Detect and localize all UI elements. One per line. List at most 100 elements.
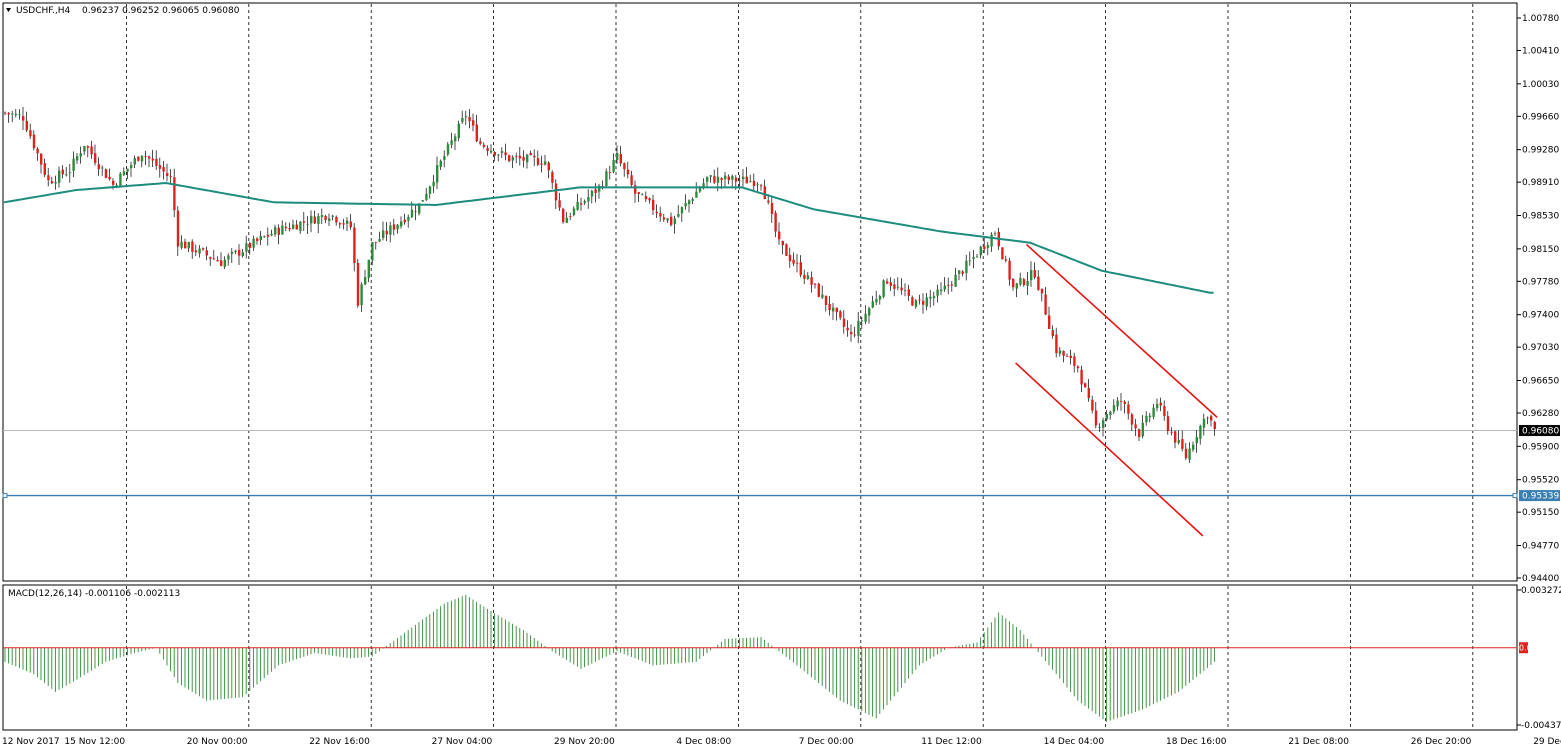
candle-body [1112, 405, 1116, 412]
candle-body [990, 234, 993, 247]
candle-body [641, 194, 644, 196]
candle-body [526, 154, 529, 163]
price-tick-label: 1.00780 [1522, 14, 1559, 24]
candle-body [562, 208, 565, 223]
candle-body [1192, 444, 1195, 450]
candle-body [1202, 418, 1206, 428]
candle-body [1141, 422, 1144, 437]
candle-body [652, 199, 655, 211]
candle-body [929, 296, 932, 299]
candle-body [590, 190, 594, 197]
candle-body [76, 156, 79, 161]
candle-body [749, 181, 752, 182]
price-tick-label: 0.95520 [1522, 476, 1559, 486]
time-tick-label: 4 Dec 08:00 [676, 737, 731, 747]
hline-handle-right[interactable] [1512, 493, 1518, 499]
candle-body [983, 246, 986, 250]
candle-body [925, 297, 928, 307]
hline-handle-left[interactable] [2, 493, 8, 499]
candle-body [904, 290, 907, 292]
candle-body [1109, 411, 1112, 415]
candle-body [1134, 424, 1137, 429]
candle-body [335, 216, 338, 223]
candle-body [1102, 420, 1105, 428]
candle-body [954, 274, 957, 287]
candle-body [731, 175, 734, 180]
candle-body [439, 160, 442, 167]
candle-body [1213, 421, 1216, 430]
candle-body [140, 155, 144, 162]
candle-body [425, 193, 428, 200]
candle-body [583, 201, 586, 204]
candle-body [227, 255, 230, 260]
candle-body [241, 252, 244, 257]
candle-body [61, 169, 64, 175]
candle-body [1098, 426, 1101, 428]
candle-body [860, 320, 864, 322]
time-tick-label: 26 Dec 20:00 [1411, 737, 1472, 747]
candle-body [497, 154, 500, 156]
price-tick-label: 0.99660 [1522, 112, 1559, 122]
candle-body [878, 296, 882, 300]
macd-pane-frame [2, 584, 1518, 731]
candle-body [533, 155, 536, 158]
time-axis: 12 Nov 2017 15 Nov 12:00 20 Nov 00:00 22 No… [2, 737, 1561, 747]
candle-body [889, 282, 892, 286]
candle-body [328, 218, 331, 221]
time-tick-label: 11 Dec 12:00 [921, 737, 982, 747]
candle-body [104, 169, 108, 178]
candle-body [893, 284, 896, 289]
candle-body [608, 172, 612, 173]
candle-body [382, 230, 385, 239]
candle-body [605, 171, 608, 187]
candle-body [187, 242, 190, 249]
trend-channel[interactable] [1015, 243, 1218, 537]
price-tick-label: 0.99280 [1522, 146, 1559, 156]
candle-body [238, 249, 241, 256]
candle-body [612, 159, 615, 172]
candle-body [1163, 406, 1166, 416]
candle-body [256, 238, 259, 241]
candle-body [486, 148, 489, 151]
candle-body [54, 182, 57, 184]
candle-body [418, 203, 421, 214]
candle-body [1084, 383, 1087, 388]
candle-body [468, 116, 471, 122]
candle-body [882, 280, 885, 297]
candlestick-series [4, 107, 1216, 463]
candle-body [781, 240, 784, 246]
candle-body [295, 224, 298, 230]
candle-body [702, 183, 705, 188]
candle-body [788, 254, 792, 262]
candle-body [662, 217, 666, 220]
candle-body [976, 256, 979, 258]
candle-body [454, 136, 457, 142]
candle-body [828, 303, 831, 311]
candle-body [943, 285, 946, 290]
candle-body [594, 189, 597, 194]
dropdown-arrow-icon[interactable] [6, 8, 11, 12]
channel-line[interactable] [1015, 362, 1204, 537]
channel-line[interactable] [1025, 243, 1218, 418]
candle-body [774, 212, 777, 232]
candle-body [1022, 279, 1026, 286]
candle-body [36, 148, 39, 154]
candle-body [1094, 410, 1098, 426]
candle-body [43, 163, 46, 175]
candle-body [911, 297, 914, 306]
candle-body [115, 185, 118, 187]
candle-body [1195, 437, 1198, 444]
time-tick-label: 27 Nov 04:00 [432, 737, 493, 747]
candle-body [817, 283, 820, 297]
candle-body [706, 177, 709, 182]
price-tick-label: 1.00410 [1522, 46, 1559, 56]
candle-body [1055, 334, 1058, 354]
candle-body [821, 294, 824, 298]
candle-body [648, 198, 651, 201]
candle-body [14, 113, 18, 116]
price-tick-label: 0.95900 [1522, 442, 1559, 452]
candle-body [385, 230, 388, 235]
candle-body [169, 176, 172, 178]
